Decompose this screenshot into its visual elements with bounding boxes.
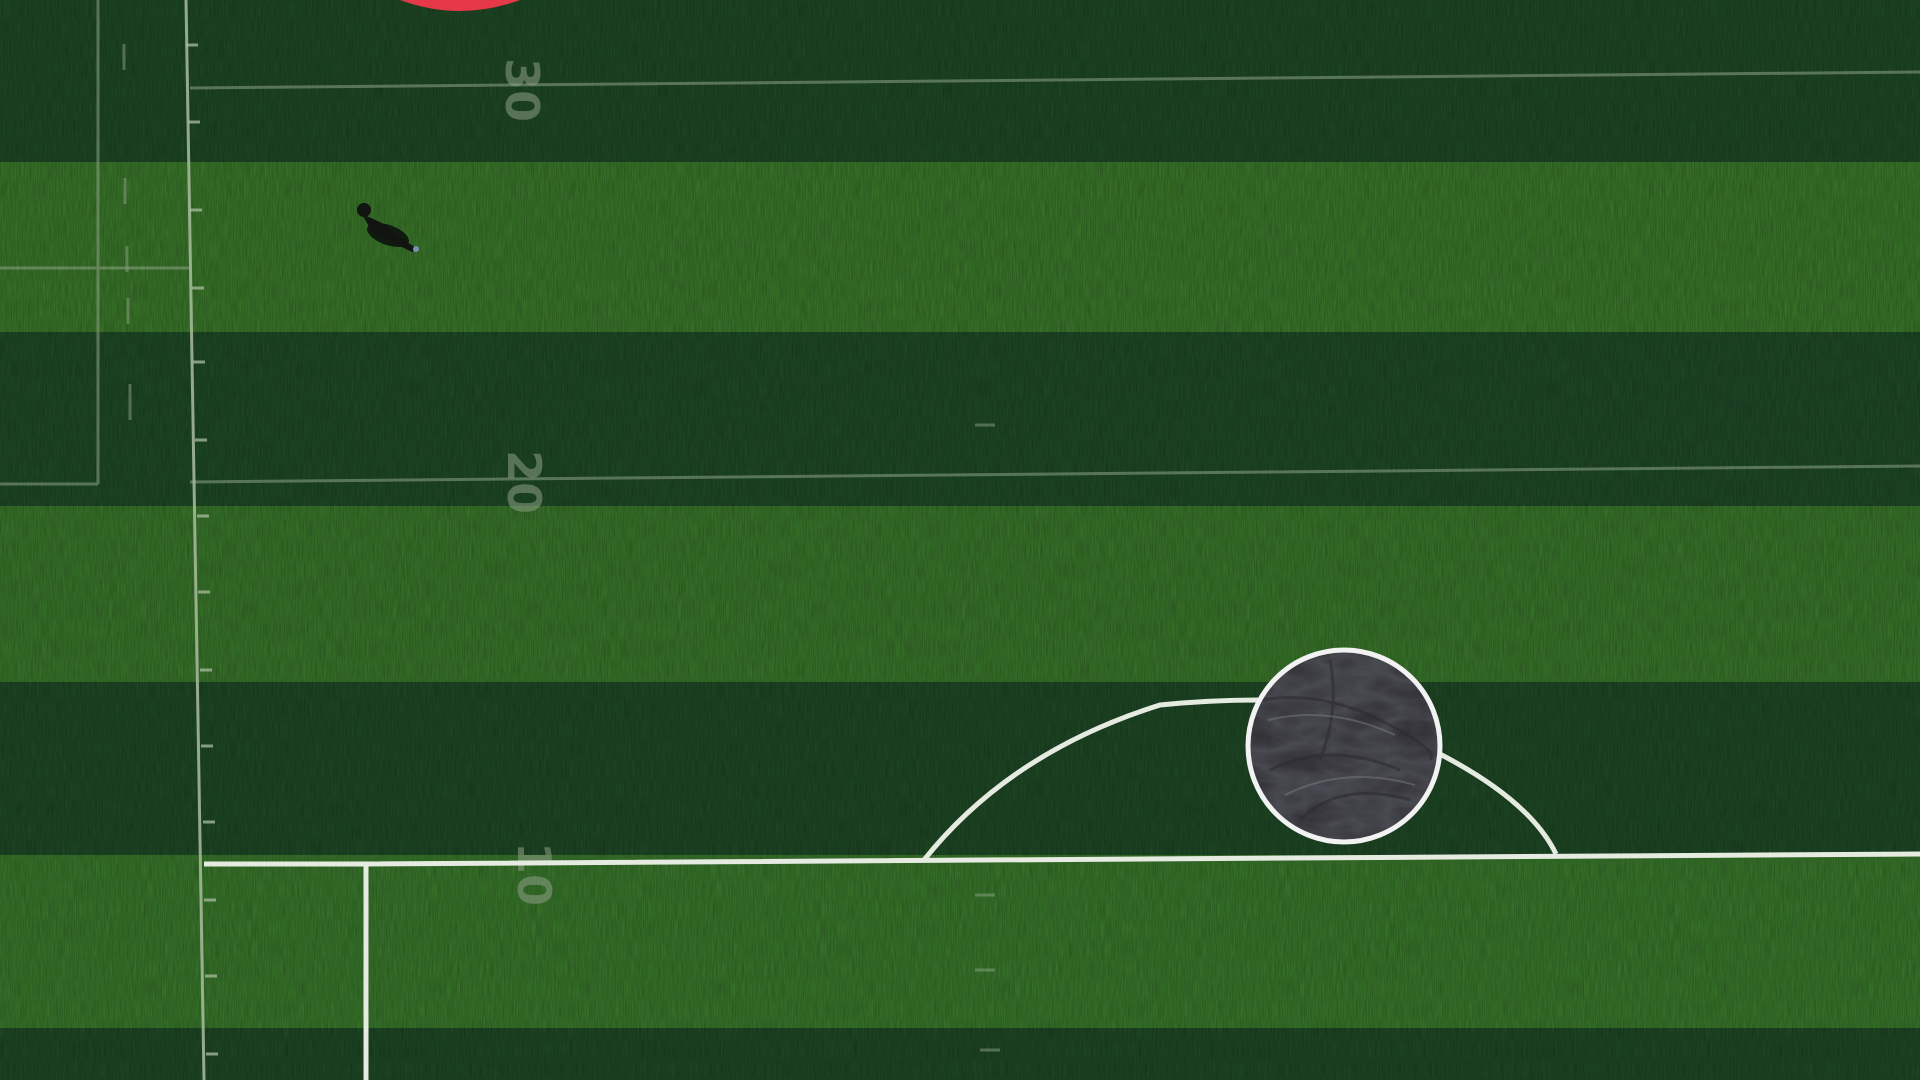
yard-line (189, 464, 1920, 484)
yard-line (189, 70, 1920, 90)
sideline (184, 0, 218, 1080)
penalty-area-lines (204, 697, 1920, 1080)
faint-yard-lines (0, 0, 1920, 486)
person-walking (357, 203, 419, 252)
yard-numbers: 30 20 10 (495, 58, 561, 906)
red-logo-edge (400, 0, 520, 11)
tarp-wrinkles (1249, 651, 1439, 841)
yard-number-30: 30 (495, 58, 549, 122)
penalty-arc-right (1434, 749, 1559, 856)
sideline-ticks (186, 43, 218, 1056)
yard-number-20: 20 (497, 450, 551, 514)
tarp-rim (1245, 647, 1443, 845)
penalty-arc-left (922, 697, 1259, 862)
tarp-cover (1245, 647, 1443, 845)
yard-number-10: 10 (507, 842, 561, 906)
hash-marks (122, 44, 1000, 1052)
